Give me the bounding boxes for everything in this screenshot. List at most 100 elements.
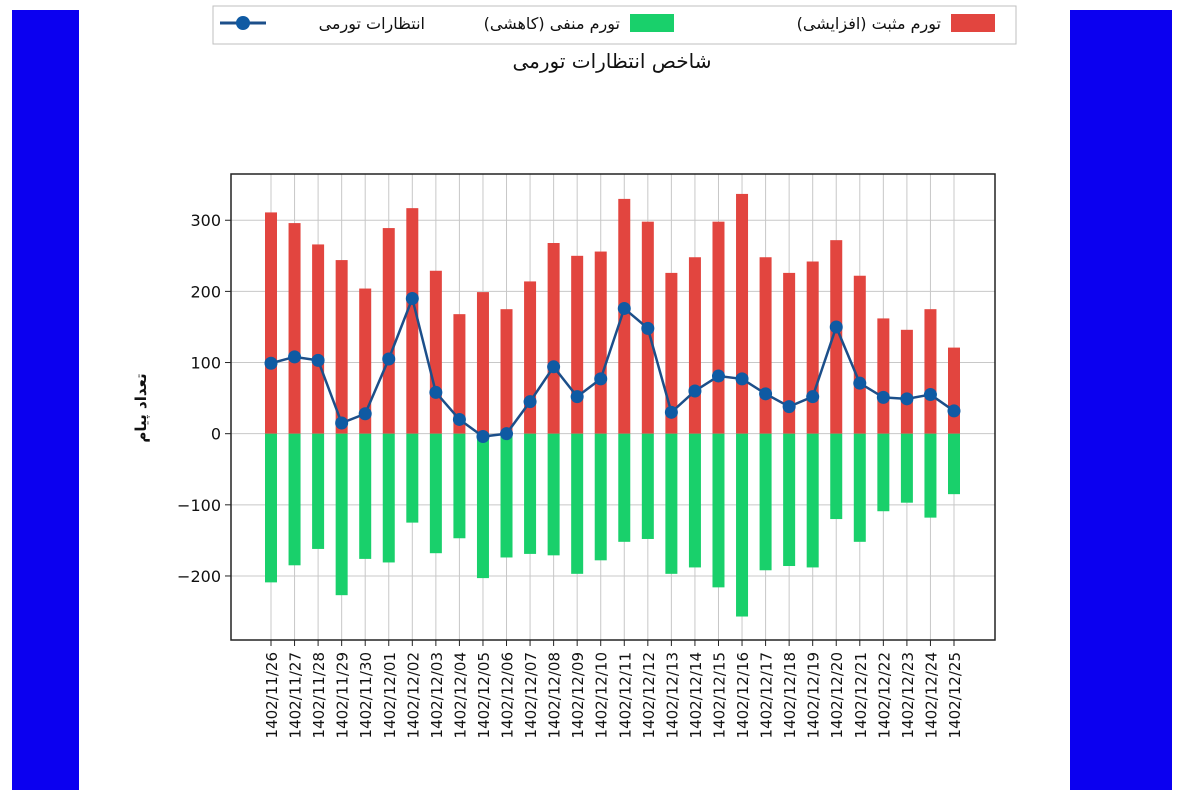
bar-positive — [830, 240, 843, 434]
bar-positive — [924, 309, 937, 434]
bar-negative — [335, 433, 348, 596]
x-tick-label: 1402/12/23 — [899, 652, 917, 738]
line-series — [264, 292, 961, 444]
bar-positive — [594, 251, 607, 434]
left-blue-border — [12, 10, 79, 790]
expectation-point — [735, 372, 749, 386]
x-tick-label: 1402/12/03 — [428, 652, 446, 738]
bar-negative — [547, 433, 560, 556]
expectation-point — [288, 350, 302, 364]
x-tick-label: 1402/12/20 — [828, 652, 846, 738]
expectation-point — [264, 356, 278, 370]
expectation-point — [523, 395, 537, 409]
bar-negative — [618, 433, 631, 542]
bar-negative — [429, 433, 442, 554]
expectation-point — [806, 390, 820, 404]
bar-positive — [335, 260, 348, 434]
x-tick-label: 1402/11/29 — [334, 652, 352, 738]
x-tick-label: 1402/12/01 — [381, 652, 399, 738]
bar-negative — [382, 433, 395, 563]
bar-positive — [453, 314, 466, 434]
bar-negative — [783, 433, 796, 567]
bar-negative — [571, 433, 584, 574]
chart-title: شاخص انتظارات تورمی — [512, 49, 711, 73]
x-tick-label: 1402/12/09 — [569, 652, 587, 738]
bar-negative — [948, 433, 960, 495]
bars — [265, 193, 960, 617]
expectation-point — [452, 412, 466, 426]
expectation-point — [900, 392, 914, 406]
expectation-point — [688, 384, 702, 398]
bar-positive — [547, 243, 560, 434]
expectation-point — [853, 376, 867, 390]
bar-negative — [265, 433, 277, 583]
y-tick-label: −100 — [177, 496, 221, 515]
plot-frame — [230, 173, 996, 641]
bar-positive — [712, 221, 725, 434]
expectation-point — [500, 427, 514, 441]
right-blue-border — [1070, 10, 1172, 790]
expectation-point — [476, 430, 490, 444]
x-tick-label: 1402/12/18 — [781, 652, 799, 738]
bar-negative — [406, 433, 419, 523]
bar-positive — [429, 270, 442, 434]
x-tick-label: 1402/11/26 — [263, 652, 281, 738]
expectation-point — [311, 353, 325, 367]
y-axis-label: تعداد پیام — [132, 373, 151, 442]
x-tick-label: 1402/12/14 — [687, 652, 705, 738]
bar-positive — [736, 193, 749, 434]
expectation-point — [664, 405, 678, 419]
expectation-point — [947, 404, 961, 418]
expectation-point — [429, 385, 443, 399]
bar-negative — [806, 433, 819, 568]
expectation-point — [405, 292, 419, 306]
expectation-point — [335, 416, 349, 430]
bar-negative — [712, 433, 725, 588]
bar-positive — [500, 309, 513, 434]
y-tick-label: 300 — [190, 211, 221, 230]
bar-negative — [288, 433, 301, 566]
expectation-point — [358, 407, 372, 421]
y-tick-label: −200 — [177, 567, 221, 586]
bar-positive — [900, 329, 913, 434]
y-ticks: −200 −100 0 100 200 300 — [177, 211, 231, 586]
x-tick-label: 1402/12/06 — [499, 652, 517, 738]
bar-negative — [830, 433, 843, 520]
bar-positive — [406, 208, 419, 434]
legend-marker-swatch — [236, 16, 250, 30]
x-tick-label: 1402/12/15 — [710, 652, 728, 738]
legend-box — [212, 5, 1017, 45]
x-tick-label: 1402/12/08 — [546, 652, 564, 738]
x-tick-label: 1402/12/16 — [734, 652, 752, 738]
x-tick-label: 1402/11/30 — [357, 652, 375, 738]
bar-positive — [571, 255, 584, 434]
expectation-point — [594, 372, 608, 386]
bar-negative — [641, 433, 654, 539]
bar-negative — [688, 433, 701, 568]
bar-negative — [924, 433, 937, 518]
x-ticks: 1402/11/26 1402/11/27 1402/11/28 1402/11/29… — [263, 640, 964, 738]
bar-positive — [948, 347, 960, 434]
bar-negative — [594, 433, 607, 561]
x-tick-label: 1402/12/22 — [875, 652, 893, 738]
expectation-point — [782, 400, 796, 414]
x-tick-label: 1402/12/19 — [805, 652, 823, 738]
x-tick-label: 1402/12/05 — [475, 652, 493, 738]
bar-negative — [665, 433, 678, 574]
bar-negative — [453, 433, 466, 539]
x-tick-label: 1402/11/27 — [287, 652, 305, 738]
bar-negative — [312, 433, 325, 549]
expectation-point — [570, 390, 584, 404]
legend: تورم مثبت (افزایشی) تورم منفی (کاهشی) ان… — [212, 5, 1017, 45]
expectation-point — [711, 369, 725, 383]
x-tick-label: 1402/11/28 — [310, 652, 328, 738]
bar-positive — [853, 275, 866, 434]
bar-positive — [665, 272, 678, 434]
expectation-point — [617, 301, 631, 315]
bar-negative — [877, 433, 890, 512]
bar-negative — [359, 433, 372, 559]
y-tick-label: 0 — [211, 425, 221, 444]
bar-positive — [618, 198, 631, 434]
bar-positive — [783, 272, 796, 434]
x-tick-label: 1402/12/04 — [451, 652, 469, 738]
